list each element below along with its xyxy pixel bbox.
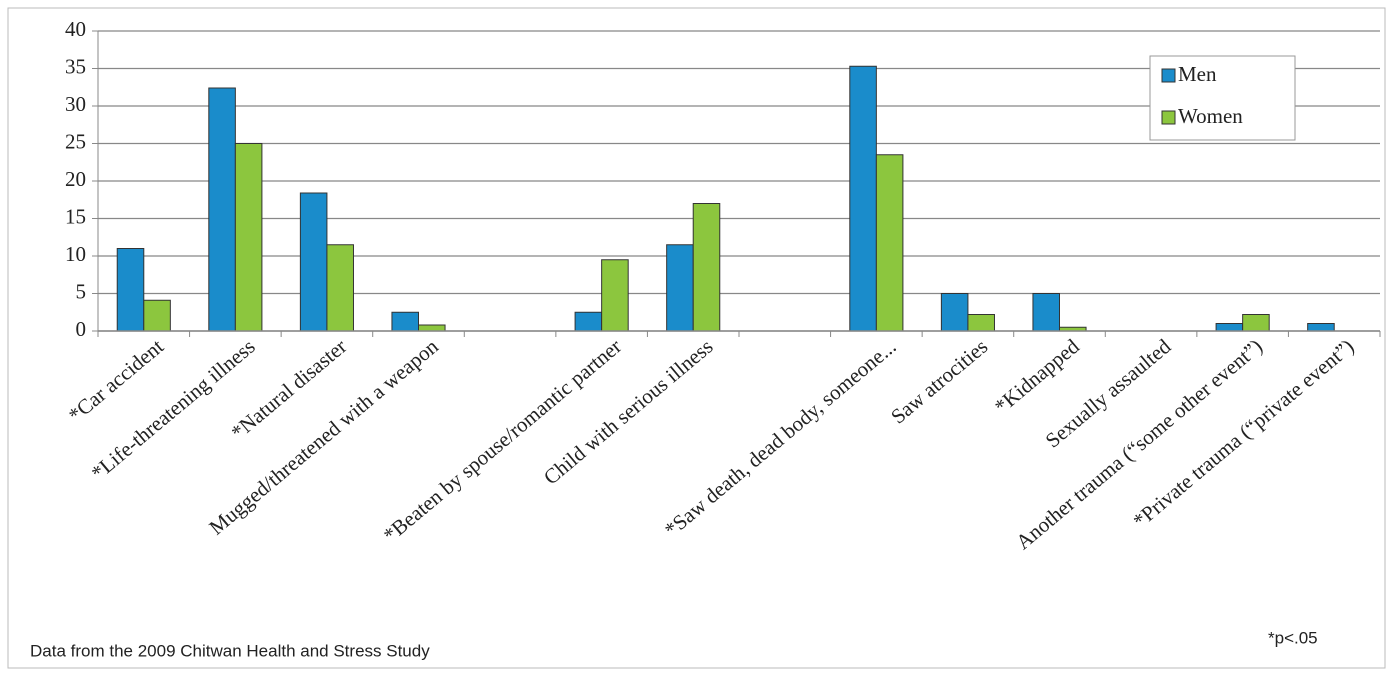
bar [299, 192, 328, 332]
bar [234, 143, 263, 332]
frame [7, 7, 1386, 669]
y-tick-label: 0 [76, 317, 87, 341]
y-tick-label: 15 [65, 204, 86, 228]
bar [666, 244, 694, 332]
bar [418, 324, 446, 332]
y-tick-label: 35 [65, 54, 86, 78]
significance-note: *p<.05 [1268, 628, 1318, 647]
bar [1242, 314, 1270, 332]
legend-swatch [1161, 68, 1176, 83]
source-note: Data from the 2009 Chitwan Health and St… [30, 641, 430, 660]
y-tick-label: 5 [76, 279, 87, 303]
bar [391, 311, 419, 332]
bar [326, 244, 354, 332]
legend-swatch [1161, 110, 1176, 125]
bar [967, 314, 995, 332]
bar [116, 248, 145, 332]
y-tick-label: 40 [65, 17, 86, 41]
y-tick-label: 30 [65, 92, 86, 116]
y-tick-label: 10 [65, 242, 86, 266]
bar [692, 203, 721, 332]
legend-label: Men [1178, 62, 1217, 86]
y-tick-label: 25 [65, 129, 86, 153]
x-tick-label: Child with serious illness [539, 334, 718, 489]
bar [143, 299, 171, 332]
bar [1032, 293, 1061, 332]
x-tick-label: Saw atrocities [886, 334, 992, 428]
bar [601, 259, 629, 332]
x-tick-label: *Kidnapped [990, 334, 1084, 419]
x-tick-label: *Life-threatening illness [87, 334, 260, 485]
bar [1307, 323, 1335, 332]
bar [574, 311, 603, 332]
bar [875, 154, 904, 332]
bar [1215, 323, 1244, 332]
bar [849, 65, 877, 332]
bar [940, 293, 969, 332]
y-tick-label: 20 [65, 167, 86, 191]
legend-label: Women [1178, 104, 1243, 128]
bar [208, 87, 236, 332]
